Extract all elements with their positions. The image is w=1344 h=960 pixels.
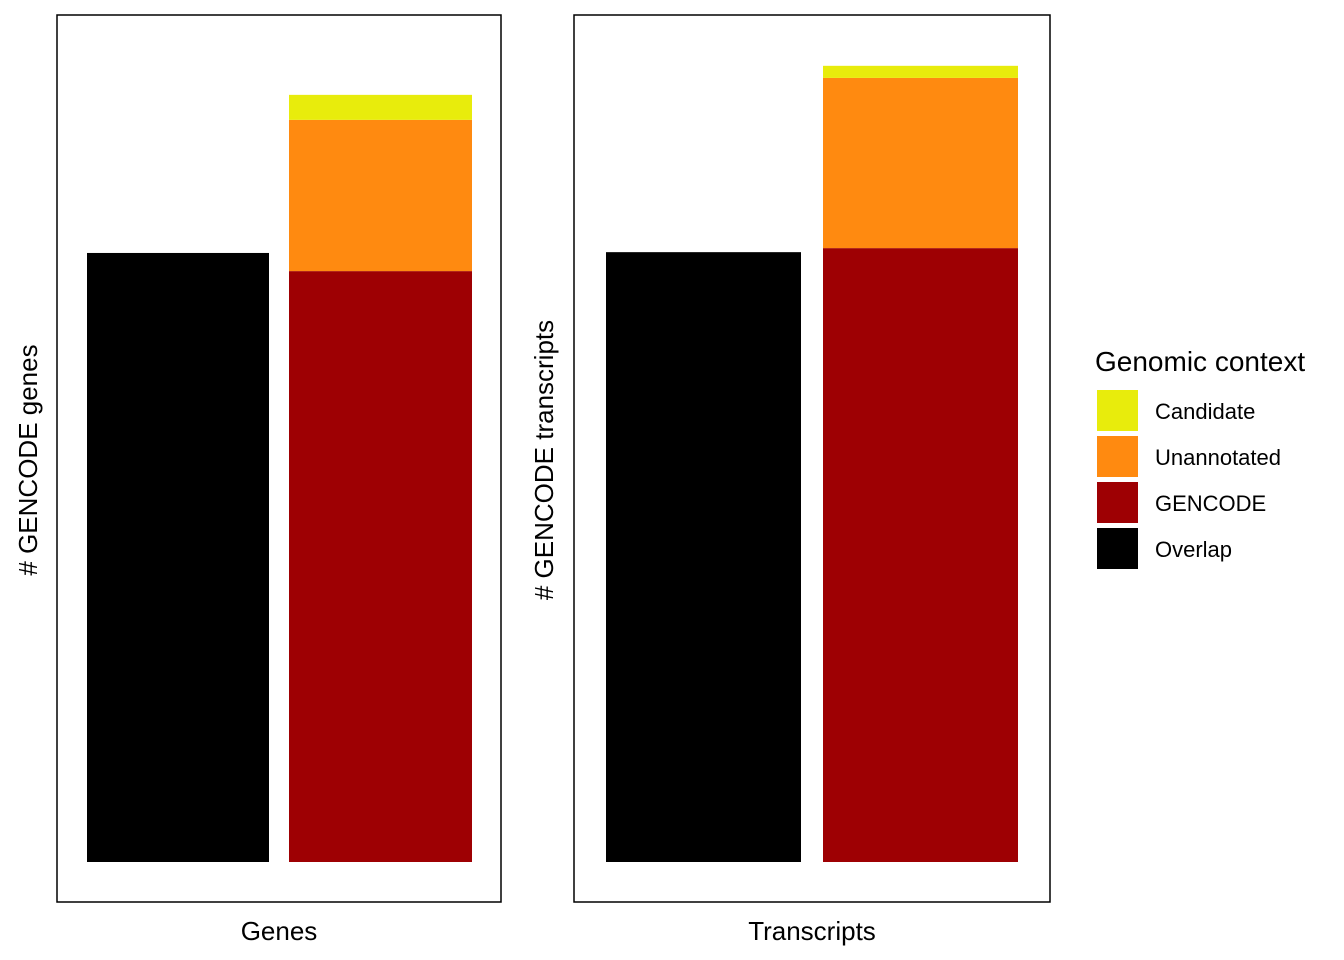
legend-items: Candidate Unannotated GENCODE Overlap [1095,388,1281,571]
legend-key-candidate [1095,388,1140,433]
bar-genes-1-gencode [289,271,472,862]
panel-genes-bars [87,94,472,862]
panel-genes: Genes # GENCODE genes [13,14,502,946]
legend-label-candidate: Candidate [1155,399,1255,424]
panel-genes-frame [56,14,502,903]
bar-transcripts-0-overlap [606,252,801,862]
panel-transcripts: Transcripts # GENCODE transcripts [529,14,1051,946]
panel-genes-x-label: Genes [241,916,318,946]
legend-label-gencode: GENCODE [1155,491,1266,516]
bar-genes-0-overlap [87,252,269,862]
bar-genes-1-unannotated [289,119,472,272]
legend-key-gencode [1095,480,1140,525]
legend-key-unannotated [1095,434,1140,479]
legend-key-overlap [1095,526,1140,571]
legend-label-overlap: Overlap [1155,537,1232,562]
panel-transcripts-y-label: # GENCODE transcripts [529,320,559,600]
bar-genes-1-candidate [289,94,472,120]
legend-label-unannotated: Unannotated [1155,445,1281,470]
bar-transcripts-1-unannotated [823,77,1018,249]
panel-transcripts-bars [606,65,1018,863]
panel-transcripts-frame [573,14,1051,903]
legend: Genomic context Candidate Unannotated GENC… [1095,346,1305,571]
bar-transcripts-1-candidate [823,65,1018,78]
panel-genes-y-label: # GENCODE genes [13,344,43,575]
panel-transcripts-x-label: Transcripts [748,916,876,946]
legend-title: Genomic context [1095,346,1305,377]
bar-transcripts-1-gencode [823,248,1018,863]
